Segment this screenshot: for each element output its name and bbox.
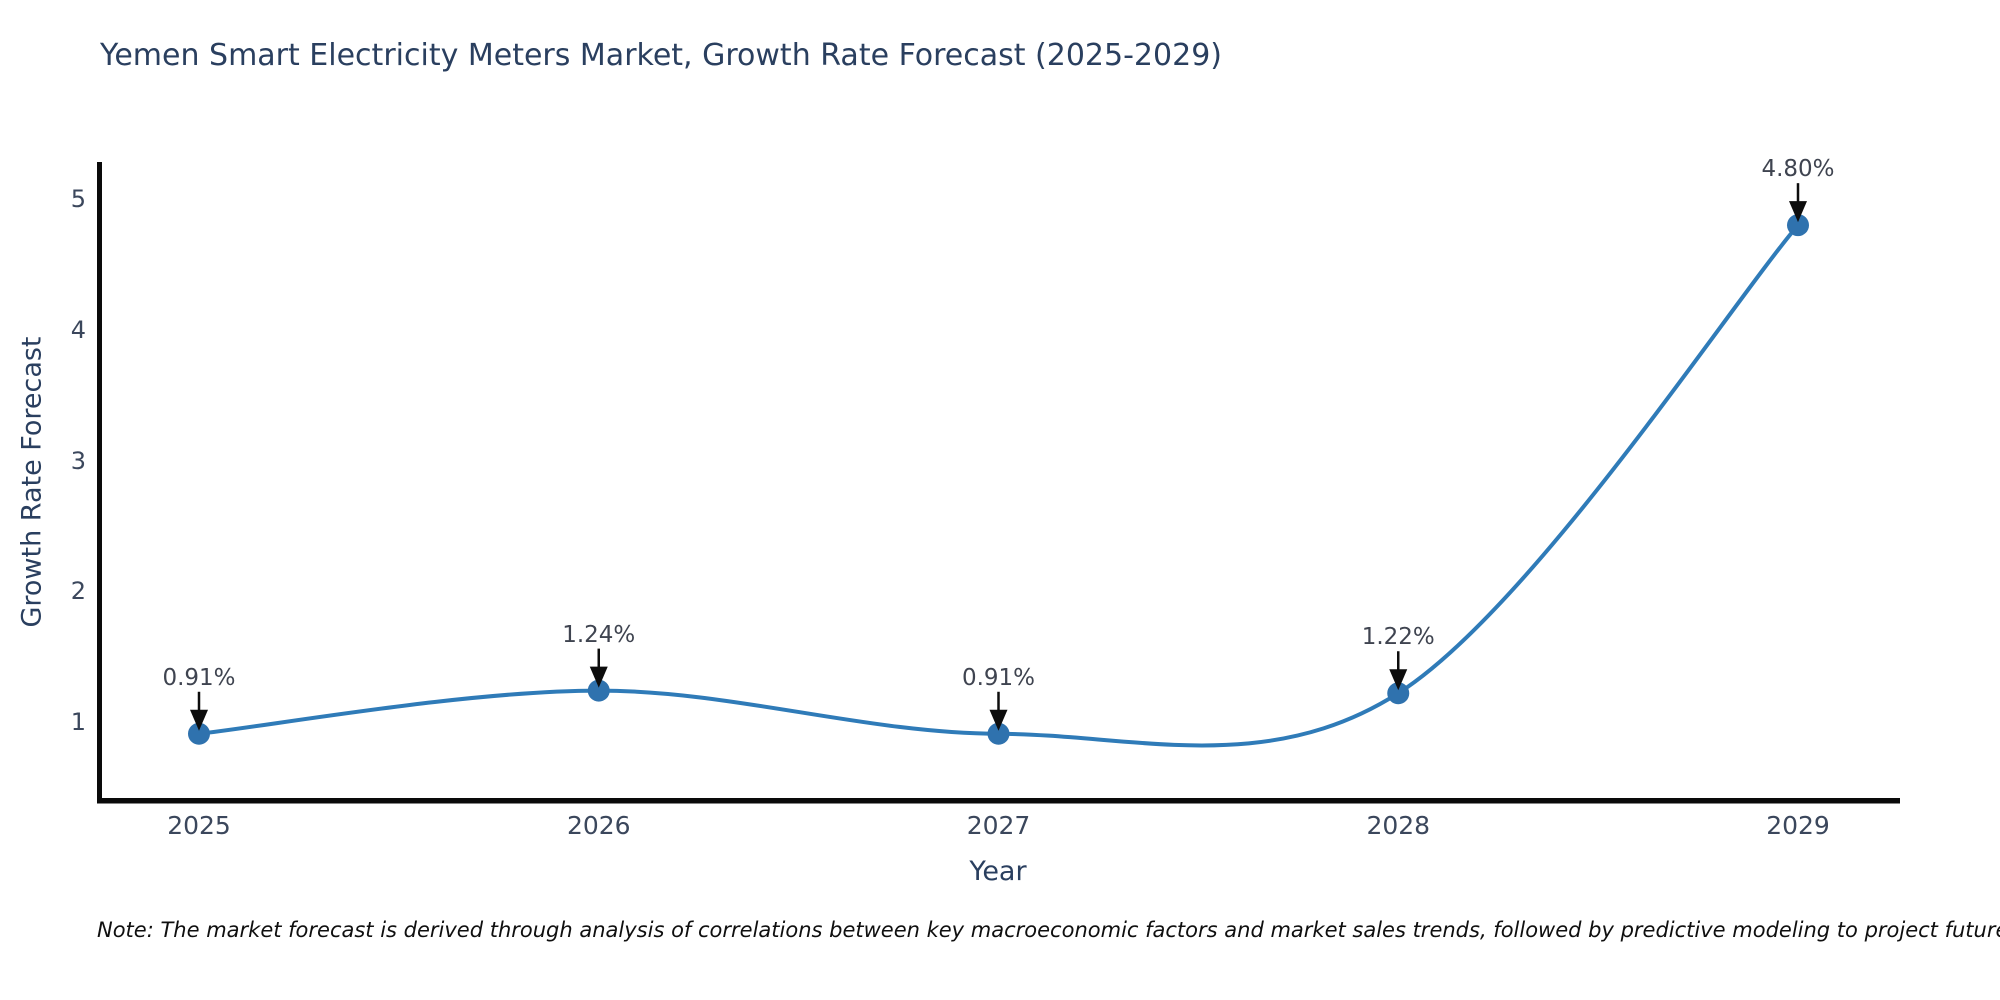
x-tick-label-2029: 2029 <box>1766 811 1830 840</box>
point-annotation-2028: 1.22% <box>1361 624 1435 651</box>
data-point-markers <box>188 214 1809 745</box>
chart-title: Yemen Smart Electricity Meters Market, G… <box>100 38 1222 73</box>
annotation-arrow-icons <box>190 183 1807 731</box>
footnote: Note: The market forecast is derived thr… <box>97 918 2000 942</box>
y-tick-label-5: 5 <box>70 185 86 213</box>
point-annotation-2026: 1.24% <box>562 621 636 648</box>
axes <box>97 162 1900 804</box>
x-tick-label-2027: 2027 <box>966 811 1031 840</box>
y-tick-label-2: 2 <box>70 577 86 606</box>
y-axis-title: Growth Rate Forecast <box>16 336 48 628</box>
line-series <box>198 223 1800 748</box>
y-tick-label-1: 1 <box>70 708 86 736</box>
y-tick-label-4: 4 <box>70 315 86 344</box>
point-annotation-2029: 4.80% <box>1761 156 1835 183</box>
point-annotation-2025: 0.91% <box>162 664 236 691</box>
y-tick-label-3: 3 <box>70 446 86 475</box>
x-tick-label-2025: 2025 <box>167 811 231 840</box>
x-axis-title: Year <box>969 856 1027 887</box>
x-tick-label-2026: 2026 <box>566 811 631 840</box>
point-annotation-2027: 0.91% <box>961 664 1036 691</box>
x-tick-label-2028: 2028 <box>1366 811 1431 840</box>
